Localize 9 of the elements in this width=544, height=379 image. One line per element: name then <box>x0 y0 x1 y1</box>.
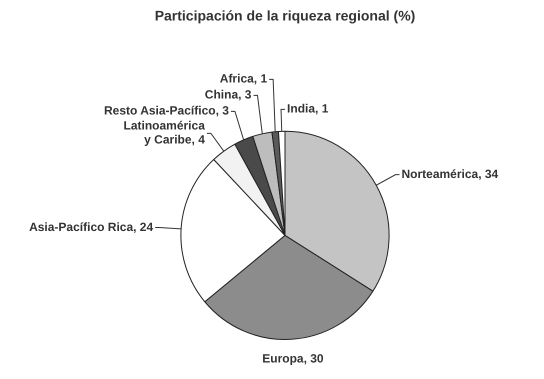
slice-label: Europa, 30 <box>262 352 324 366</box>
slice-label: Resto Asia-Pacífico, 3 <box>104 104 230 118</box>
slice-label: Latinoamérica y Caribe, 4 <box>124 118 206 147</box>
slice-label: Africa, 1 <box>220 72 268 86</box>
slice-label: China, 3 <box>204 88 252 102</box>
chart-title: Participación de la riqueza regional (%) <box>154 7 416 24</box>
slice-label: India, 1 <box>287 102 329 116</box>
slice-label: Norteamérica, 34 <box>402 166 499 181</box>
slice-label: Asia-Pacífico Rica, 24 <box>29 220 154 234</box>
